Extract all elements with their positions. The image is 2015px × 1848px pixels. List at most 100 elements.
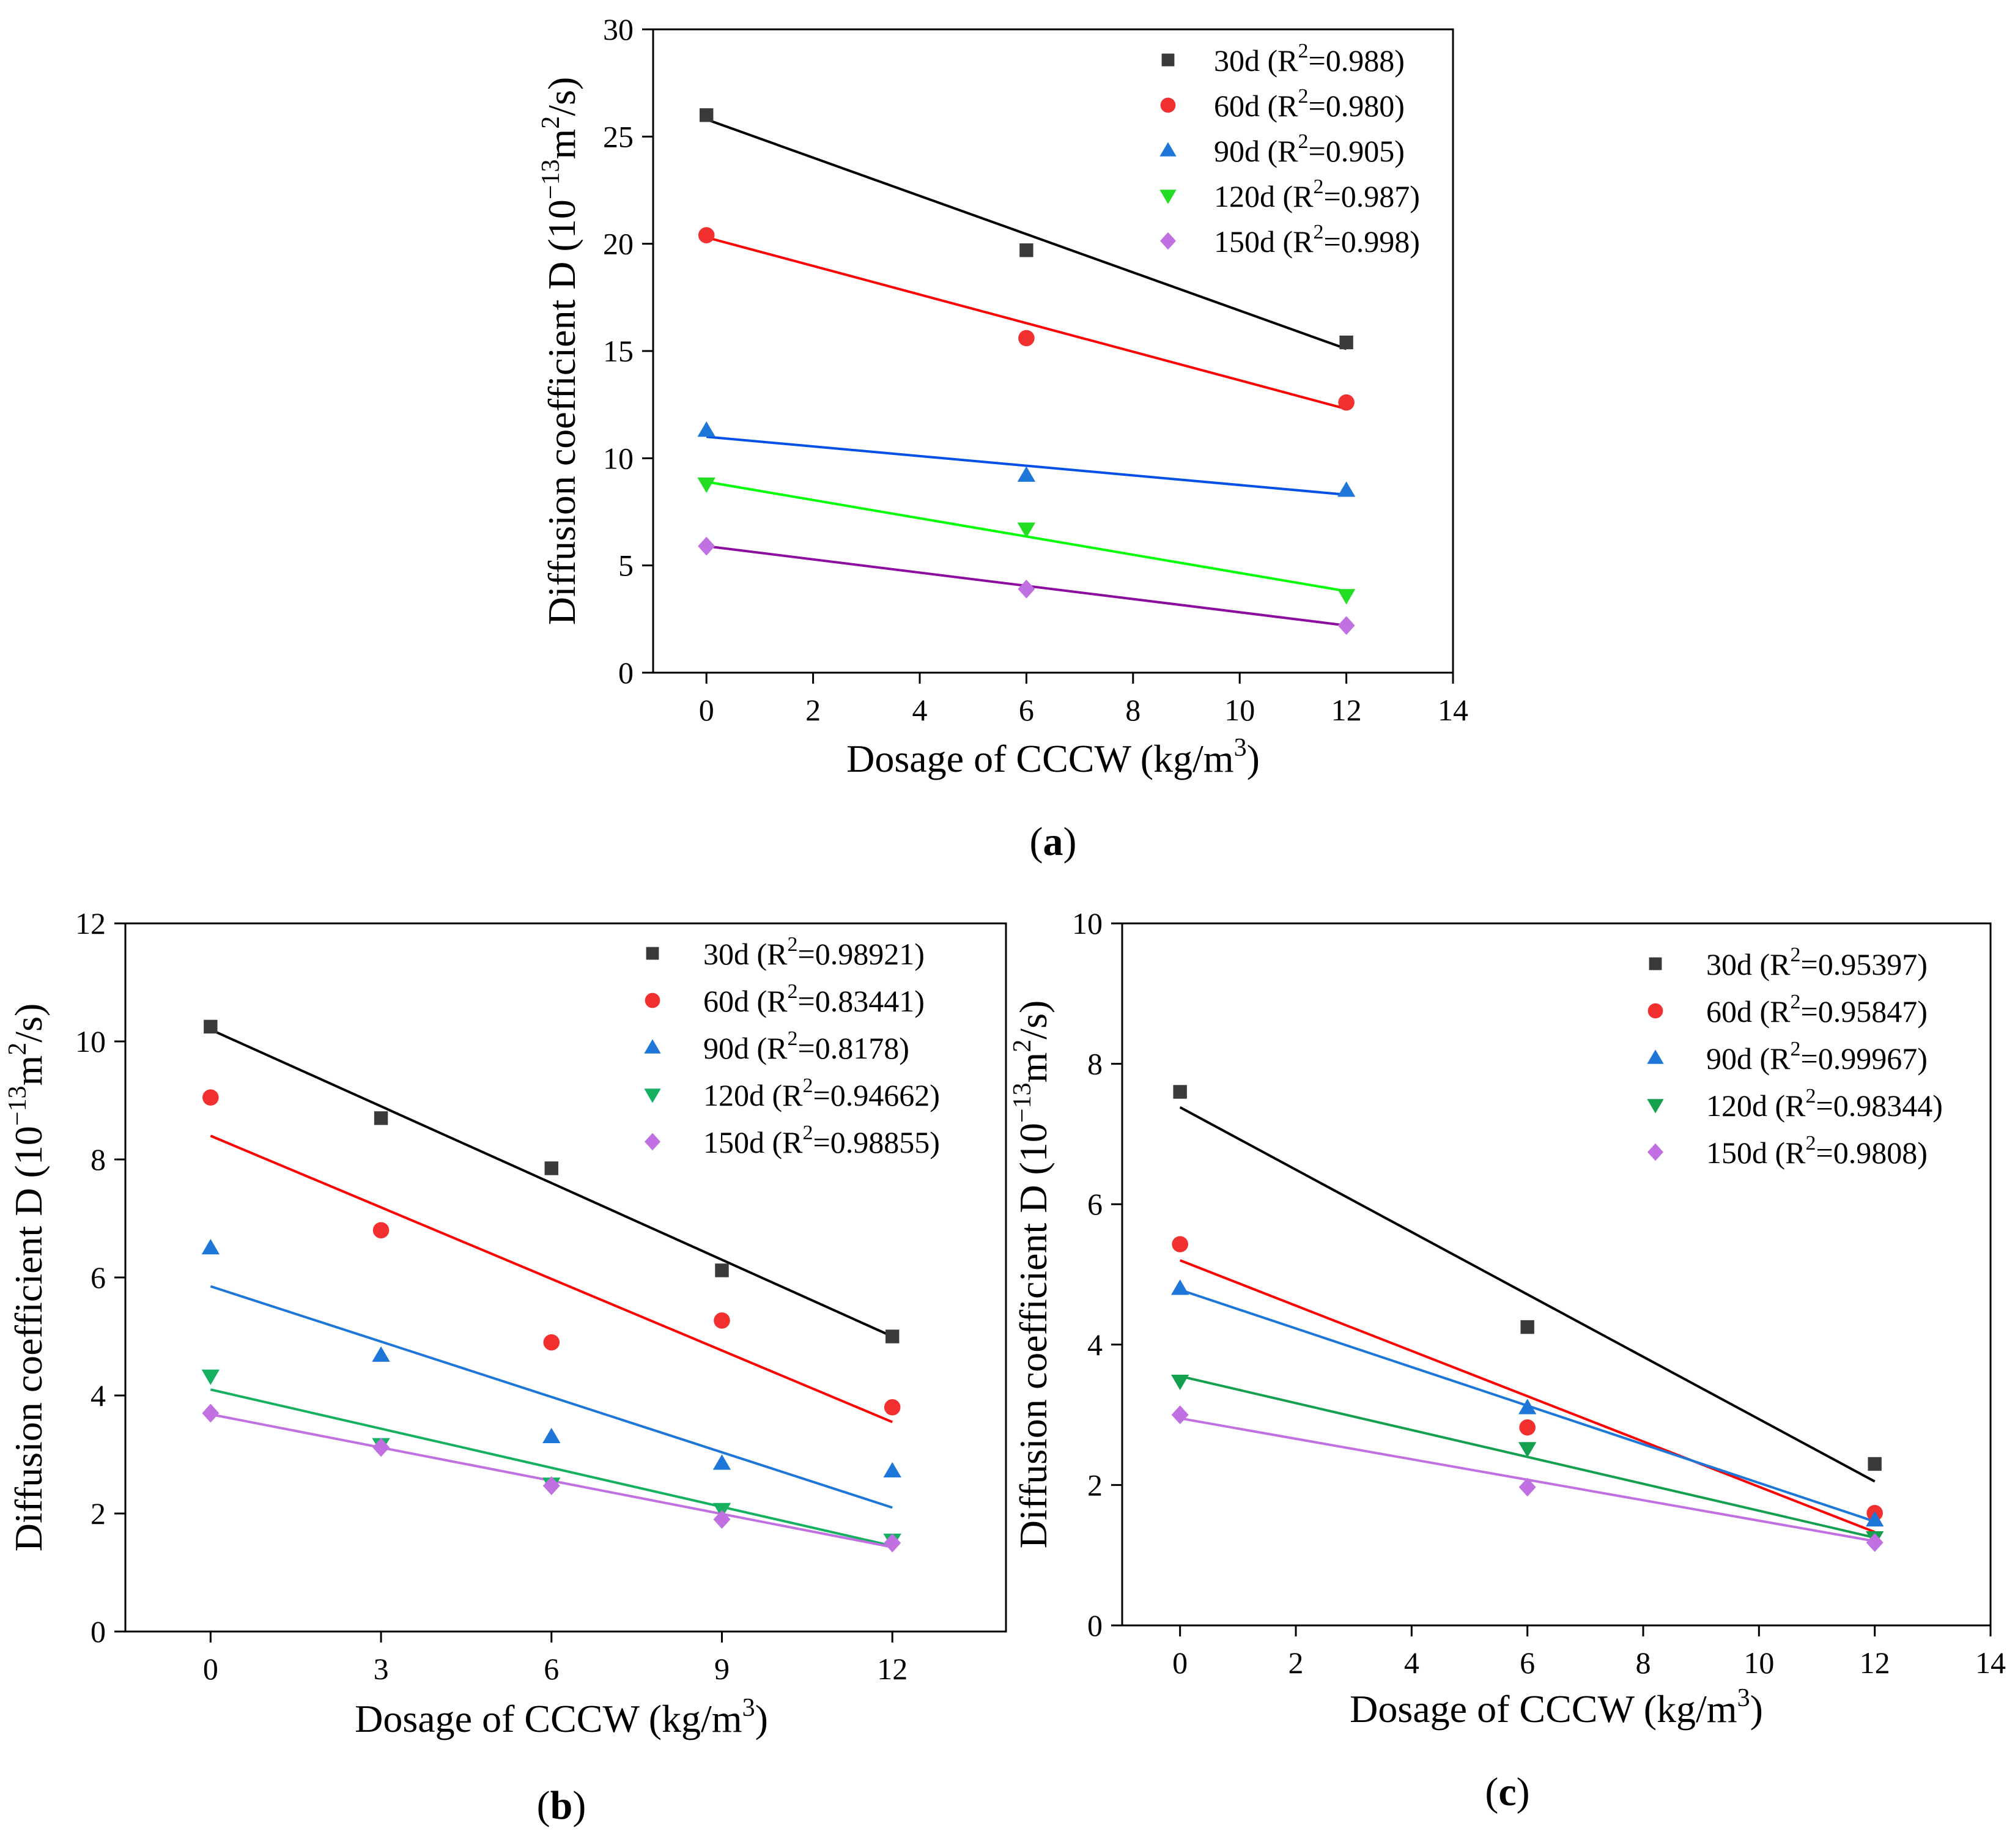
fit-line-60d (706, 236, 1347, 410)
data-point-90d (697, 421, 715, 437)
data-point-30d (1339, 335, 1353, 350)
fit-line-30d (706, 118, 1347, 350)
legend-marker-150d (1647, 1143, 1663, 1161)
data-point-150d (202, 1403, 220, 1423)
fit-line-30d (1179, 1106, 1876, 1483)
plot-frame (1121, 922, 1992, 1627)
legend-marker-120d (1647, 1099, 1664, 1114)
chart-a: 0 2 4 6 8 10 12 14 0 5 10 15 20 25 30 30d (R2=0.988) 60d… (537, 12, 1468, 864)
x-tick-label: 12 (1860, 1646, 1890, 1680)
data-point-30d (885, 1329, 900, 1343)
x-tick-label: 3 (374, 1652, 389, 1686)
legend-entry-120d: 120d (R2=0.987) (1214, 176, 1420, 213)
data-point-90d (1017, 466, 1036, 482)
data-point-30d (715, 1263, 729, 1277)
legend-marker-150d (645, 1133, 660, 1151)
data-point-90d (201, 1239, 220, 1255)
legend-entry-120d: 120d (R2=0.94662) (703, 1074, 940, 1112)
panel-caption-a: (a) (1030, 819, 1077, 864)
data-point-30d (374, 1111, 388, 1125)
fit-line-90d (706, 435, 1347, 496)
plot-frame (124, 922, 1007, 1633)
x-axis-title: Dosage of CCCW (kg/m3) (846, 734, 1260, 780)
data-point-60d (698, 227, 715, 243)
data-point-150d (542, 1476, 560, 1496)
legend-entry-30d: 30d (R2=0.95397) (1706, 944, 1928, 981)
legend-entry-30d: 30d (R2=0.988) (1214, 40, 1405, 78)
data-point-150d (1337, 616, 1355, 635)
y-tick-label: 25 (603, 119, 634, 153)
x-tick-label: 14 (1975, 1646, 2006, 1680)
data-point-90d (712, 1454, 731, 1470)
data-point-90d (1865, 1511, 1884, 1527)
chart-c: 0 2 4 6 8 10 12 14 0 2 4 6 8 10 30d (R2=0.95397) 60d (R… (1008, 906, 2006, 1814)
x-tick-label: 12 (1331, 693, 1362, 727)
x-tick-label: 9 (714, 1652, 730, 1686)
data-point-120d (1337, 589, 1356, 605)
x-tick-label: 8 (1125, 693, 1141, 727)
data-point-120d (1518, 1442, 1537, 1458)
x-tick-label: 6 (1019, 693, 1034, 727)
y-tick-label: 0 (91, 1614, 106, 1649)
data-point-60d (714, 1312, 730, 1329)
data-point-120d (1170, 1374, 1189, 1391)
data-point-90d (372, 1346, 390, 1362)
legend-marker-30d (646, 947, 659, 960)
x-tick-label: 0 (203, 1652, 218, 1686)
y-tick-label: 15 (603, 334, 634, 368)
panel-caption-b: (b) (537, 1783, 586, 1828)
fit-line-120d (210, 1388, 893, 1548)
y-tick-label: 2 (1087, 1468, 1103, 1502)
y-tick-label: 8 (91, 1142, 106, 1177)
x-tick-label: 10 (1224, 693, 1255, 727)
x-tick-label: 2 (1288, 1646, 1304, 1680)
x-tick-label: 0 (699, 693, 714, 727)
data-point-120d (1017, 522, 1036, 538)
legend-entry-150d: 150d (R2=0.9808) (1706, 1132, 1928, 1170)
data-point-30d (1019, 243, 1033, 257)
chart-b: 0 3 6 9 12 0 2 4 6 8 10 12 30d (R2=0.98921) 60d (R2=0… (4, 906, 1007, 1828)
legend-marker-120d (644, 1088, 661, 1103)
y-tick-label: 0 (618, 656, 634, 690)
y-axis-title: Diffusion coefficient D (10−13m2/s) (537, 77, 583, 626)
data-point-30d (700, 108, 714, 122)
legend-entry-60d: 60d (R2=0.980) (1214, 85, 1405, 123)
data-point-60d (884, 1399, 901, 1416)
y-tick-label: 0 (1087, 1608, 1103, 1643)
y-tick-label: 4 (91, 1378, 106, 1413)
legend-entry-90d: 90d (R2=0.8178) (703, 1027, 909, 1065)
y-tick-label: 10 (603, 441, 634, 475)
y-tick-label: 6 (1087, 1187, 1103, 1221)
legend-entry-90d: 90d (R2=0.99967) (1706, 1038, 1928, 1076)
x-tick-label: 8 (1636, 1646, 1651, 1680)
legend-marker-90d (1159, 142, 1177, 157)
legend-entry-30d: 30d (R2=0.98921) (703, 933, 925, 971)
data-point-30d (1868, 1457, 1882, 1471)
x-tick-label: 12 (877, 1652, 908, 1686)
data-point-60d (1338, 394, 1355, 411)
y-tick-label: 2 (91, 1496, 106, 1531)
y-tick-label: 6 (91, 1260, 106, 1295)
legend-marker-90d (644, 1039, 661, 1054)
data-point-150d (1866, 1533, 1884, 1552)
fit-line-60d (210, 1134, 893, 1424)
data-point-60d (1172, 1236, 1188, 1252)
fit-line-30d (210, 1028, 893, 1338)
legend-marker-60d (1160, 97, 1176, 113)
x-tick-label: 10 (1743, 1646, 1774, 1680)
y-tick-label: 8 (1087, 1047, 1103, 1081)
y-tick-label: 20 (603, 227, 634, 261)
data-point-150d (1018, 579, 1035, 599)
data-point-60d (372, 1222, 390, 1239)
fit-line-60d (1179, 1259, 1876, 1534)
y-axis-title: Diffusion coefficient D (10−13m2/s) (4, 1003, 50, 1552)
legend-marker-60d (645, 992, 660, 1008)
data-point-150d (713, 1510, 731, 1529)
y-tick-label: 5 (618, 549, 634, 583)
x-tick-label: 0 (1172, 1646, 1188, 1680)
data-point-60d (202, 1089, 219, 1106)
legend-marker-150d (1160, 232, 1176, 250)
legend-marker-120d (1159, 190, 1177, 204)
data-point-30d (1520, 1320, 1534, 1334)
legend-entry-150d: 150d (R2=0.98855) (703, 1122, 940, 1159)
